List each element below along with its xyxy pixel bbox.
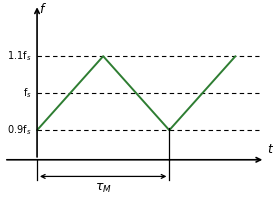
Text: $\tau_M$: $\tau_M$ bbox=[95, 182, 112, 195]
Text: 0.9f$_s$: 0.9f$_s$ bbox=[7, 123, 32, 137]
Text: f$_s$: f$_s$ bbox=[23, 86, 32, 100]
Text: f: f bbox=[39, 3, 43, 16]
Text: 1.1f$_s$: 1.1f$_s$ bbox=[7, 49, 32, 63]
Text: t: t bbox=[267, 143, 272, 156]
